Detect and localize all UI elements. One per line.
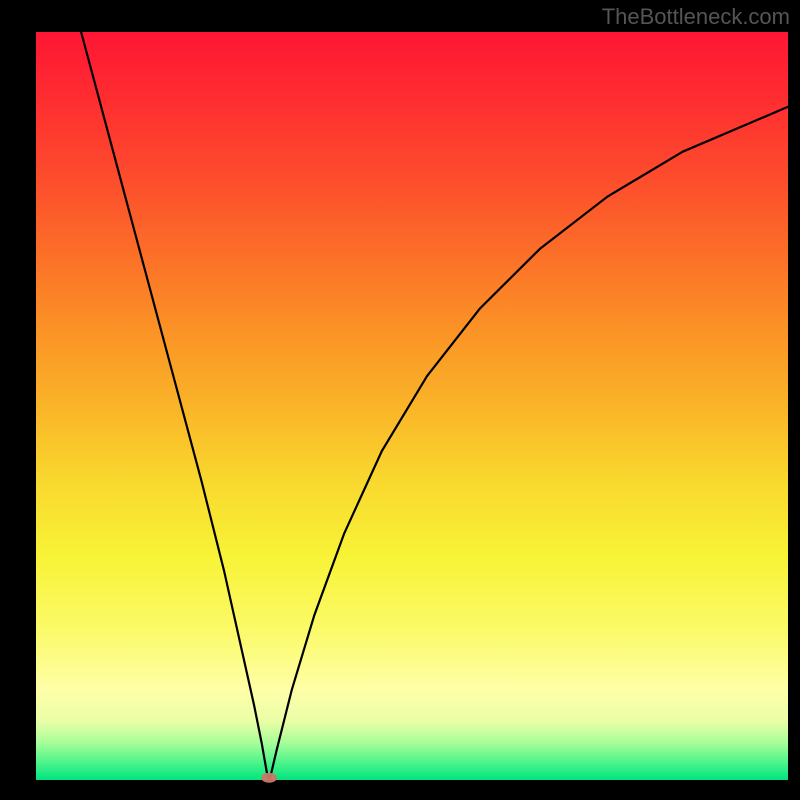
chart-svg: [0, 0, 800, 800]
plot-background: [36, 32, 788, 780]
minimum-marker: [261, 773, 277, 783]
watermark-text: TheBottleneck.com: [602, 4, 790, 30]
bottleneck-chart: TheBottleneck.com: [0, 0, 800, 800]
